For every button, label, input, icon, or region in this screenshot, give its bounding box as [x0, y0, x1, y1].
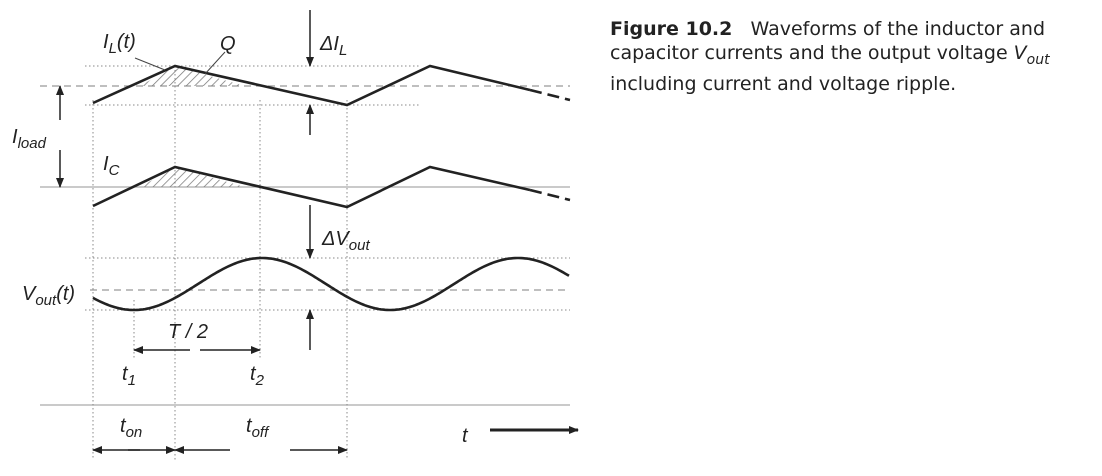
- caption-text: Waveforms of the inductor and: [750, 18, 1046, 40]
- caption-line: capacitor currents and the output voltag…: [610, 41, 1050, 72]
- label-t2: t2: [250, 363, 265, 389]
- caption-text: including current and voltage ripple.: [610, 72, 957, 95]
- capacitor-current: [92, 165, 531, 209]
- label-dvout: ΔVout: [321, 228, 370, 254]
- caption-text: capacitor currents and the output voltag…: [610, 42, 1014, 64]
- label-vout: Vout(t): [22, 283, 75, 309]
- caption: Figure 10.2 Waveforms of the inductor an…: [610, 17, 1050, 96]
- label-iload: Iload: [12, 126, 47, 152]
- caption-line: Figure 10.2 Waveforms of the inductor an…: [610, 17, 1050, 41]
- label-toff: toff: [246, 415, 270, 441]
- caption-var: Vout: [1013, 42, 1050, 68]
- label-ton: ton: [120, 415, 142, 441]
- inductor-current-cont: [529, 88, 571, 102]
- guides: [40, 65, 570, 460]
- waveform-diagram: IL(t) Q ΔIL Iload IC ΔVout Vout(t) T / 2…: [12, 10, 579, 460]
- arrows: [56, 10, 579, 454]
- inductor-current: [92, 64, 531, 107]
- label-time: t: [462, 425, 469, 447]
- label-t1: t1: [122, 363, 136, 389]
- output-voltage: [92, 256, 570, 312]
- label-half-period: T / 2: [168, 321, 208, 343]
- label-dil: ΔIL: [319, 33, 347, 59]
- caption-label: Figure 10.2: [610, 18, 733, 40]
- caption-line: including current and voltage ripple.: [610, 72, 1050, 96]
- capacitor-current-cont: [529, 188, 571, 202]
- label-q: Q: [220, 33, 236, 55]
- label-ic: IC: [103, 153, 120, 179]
- label-il: IL(t): [103, 31, 136, 57]
